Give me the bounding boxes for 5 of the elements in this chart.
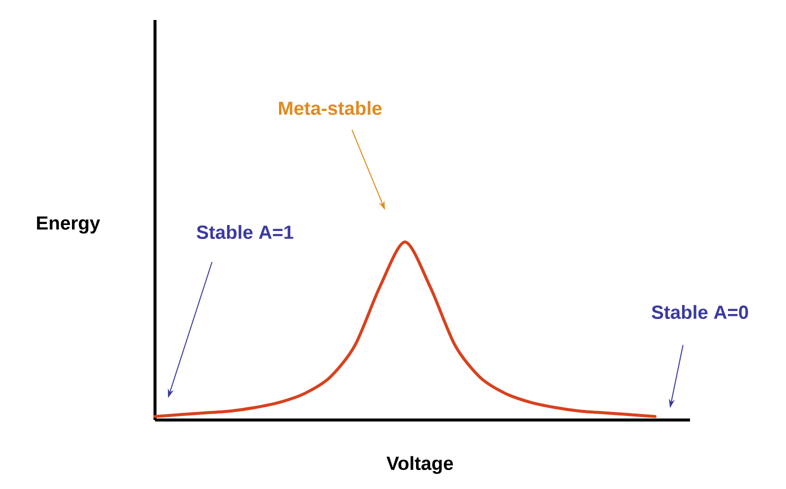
annotation: Stable A=0 — [652, 305, 748, 319]
y-axis-title: Energy — [37, 216, 100, 234]
text: Meta-stable — [279, 101, 382, 115]
text: Stable A=1 — [196, 225, 294, 239]
x-axis-title: Voltage — [386, 456, 453, 474]
